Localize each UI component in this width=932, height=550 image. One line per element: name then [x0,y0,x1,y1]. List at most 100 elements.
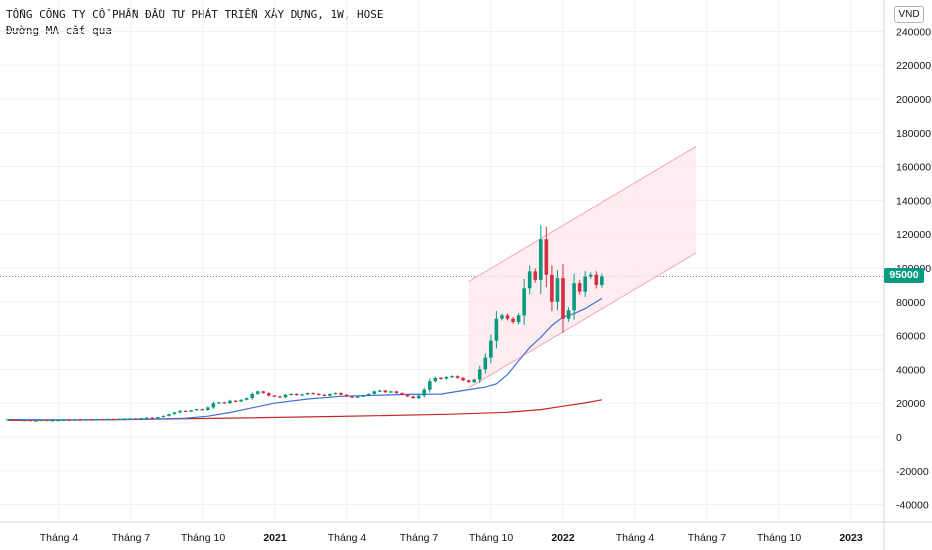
candle [317,393,321,396]
candle-body [117,418,121,420]
candle [544,226,549,288]
candle [350,395,354,398]
candle [222,401,227,404]
candle [411,395,415,399]
candle-body [516,315,521,323]
candle [422,387,427,398]
candle-body [28,420,32,422]
candle [39,419,44,422]
candle [33,420,38,422]
candle [428,378,432,393]
candle-body [228,400,232,404]
candle-body [6,419,10,421]
candle [250,392,254,400]
candle [111,418,116,421]
candle-body [150,417,155,419]
candle-body [178,410,182,413]
candle-body [189,410,193,412]
candle [555,269,560,311]
candle [72,419,77,421]
candle [239,399,243,403]
x-tick-label: Tháng 7 [400,532,439,544]
candle-body [194,409,199,411]
y-tick-label: 80000 [896,297,925,309]
candle [117,418,121,420]
candle [450,375,454,378]
candle-body [50,420,55,422]
y-axis: 2400002200002000001800001600001400001200… [883,0,931,550]
candle-body [489,340,493,358]
candle-body [422,389,427,396]
y-tick-label: 160000 [896,162,931,174]
candle [255,390,260,395]
candle [89,419,94,421]
currency-selector[interactable]: VND [894,6,924,23]
candle [472,378,476,383]
candle [322,394,327,397]
candle [522,278,526,325]
candle [511,316,515,324]
candle [11,418,16,421]
candle [372,390,377,395]
candle [489,334,493,364]
candle-body [472,379,476,383]
candle [67,419,71,421]
candle [189,409,193,413]
candle [211,401,216,409]
candle-body [172,412,177,415]
candle [167,413,171,417]
candle-body [200,409,205,411]
candle-body [233,400,238,402]
candle-body [389,391,393,393]
candle [583,271,587,297]
candle-body [439,377,443,380]
candle-body [366,393,371,396]
candles [6,225,604,422]
candle-body [566,310,571,319]
candle-body [583,276,587,292]
y-tick-label: 60000 [896,331,925,343]
candle [300,393,304,396]
candle-body [317,393,321,396]
candle-body [372,391,377,394]
candle-body [89,419,94,421]
candle [228,399,232,405]
candle [577,280,582,295]
candle [405,394,410,398]
candle-body [550,274,554,302]
candle-body [56,420,60,422]
y-tick-label: 40000 [896,364,925,376]
candle-body [78,419,82,421]
x-tick-label: Tháng 4 [40,532,79,544]
candle [28,419,32,422]
channel-fill [468,146,697,388]
candle [366,393,371,397]
y-tick-label: 20000 [896,398,925,410]
candle [466,379,471,383]
candle-body [167,414,171,416]
candle [45,419,49,422]
candle-body [111,418,116,421]
candle-body [500,315,504,319]
x-tick-label: Tháng 7 [112,532,151,544]
candle [261,390,266,394]
x-axis: Tháng 4 Tháng 7 Tháng 10 2021 Tháng 4 Tháng 7… [0,521,932,544]
grid [0,0,884,522]
candle [22,419,27,422]
candle [6,418,10,421]
x-tick-label: Tháng 10 [469,532,514,544]
candle [550,265,554,312]
candle [61,419,66,421]
candle [278,395,282,398]
candle-body [328,393,332,396]
candle [106,418,110,421]
candle-body [22,420,27,422]
candle-body [33,420,38,422]
candle-body [267,393,271,396]
candle [483,353,488,374]
candle [156,416,160,419]
candle-body [100,419,105,421]
x-tick-label: 2022 [551,532,575,544]
candle [344,394,349,398]
